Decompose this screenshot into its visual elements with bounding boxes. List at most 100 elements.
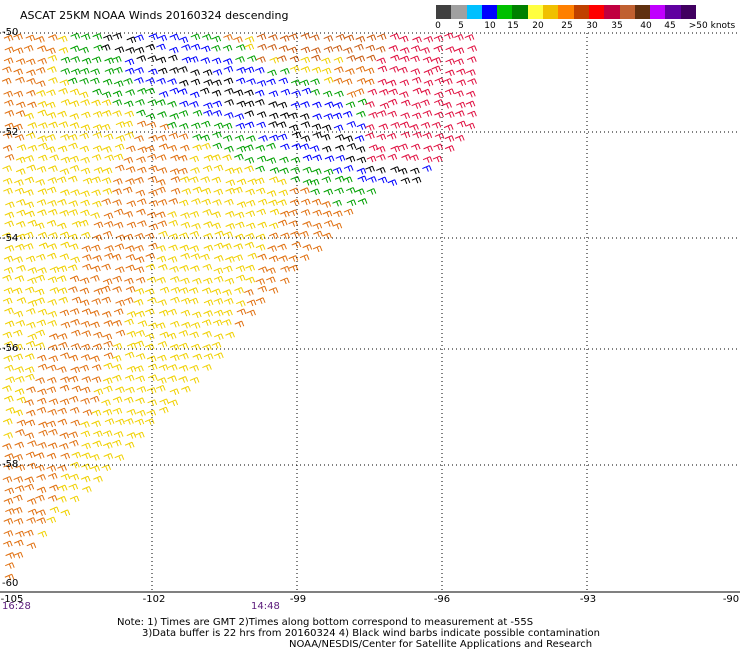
wind-barb bbox=[364, 78, 375, 86]
wind-barb bbox=[400, 131, 411, 139]
wind-barb bbox=[178, 110, 189, 117]
wind-barb bbox=[148, 33, 159, 40]
wind-barb bbox=[366, 34, 377, 41]
wind-barb bbox=[168, 54, 178, 62]
wind-barb bbox=[399, 55, 410, 63]
wind-barb bbox=[60, 352, 70, 360]
legend-label: 30 bbox=[586, 21, 598, 31]
wind-barb bbox=[16, 144, 27, 151]
wind-barb bbox=[156, 186, 166, 194]
legend-label: 0 bbox=[435, 21, 441, 31]
wind-barb bbox=[115, 418, 125, 426]
wind-barb bbox=[257, 221, 268, 229]
wind-barb bbox=[323, 76, 334, 84]
wind-barb bbox=[345, 155, 356, 163]
wind-barb bbox=[146, 211, 157, 219]
wind-barb bbox=[4, 453, 15, 460]
wind-barb bbox=[14, 388, 25, 395]
wind-barb bbox=[136, 55, 147, 62]
wind-barb bbox=[103, 220, 114, 228]
wind-barb bbox=[233, 186, 243, 194]
wind-barb bbox=[26, 321, 36, 329]
wind-barb bbox=[112, 407, 123, 415]
wind-barb bbox=[203, 79, 214, 86]
wind-barb bbox=[244, 110, 255, 117]
wind-barb bbox=[80, 421, 90, 428]
wind-barb bbox=[37, 388, 47, 396]
wind-barb bbox=[101, 91, 112, 98]
wind-barb bbox=[24, 476, 35, 484]
wind-barb bbox=[168, 132, 179, 140]
wind-barb bbox=[155, 322, 166, 330]
wind-barb bbox=[37, 267, 47, 274]
wind-barb bbox=[123, 77, 133, 85]
wind-barb bbox=[13, 409, 24, 417]
wind-barb bbox=[36, 486, 47, 494]
wind-barb bbox=[167, 308, 177, 316]
wind-barb bbox=[81, 343, 91, 351]
wind-barb bbox=[346, 54, 357, 62]
wind-barb bbox=[211, 154, 221, 161]
wind-barb bbox=[59, 79, 70, 87]
wind-barb bbox=[126, 310, 137, 318]
wind-barb bbox=[69, 439, 79, 447]
wind-barb bbox=[37, 154, 48, 162]
wind-barb bbox=[178, 66, 188, 73]
wind-barb bbox=[104, 252, 114, 260]
wind-barb bbox=[157, 134, 167, 142]
wind-barb bbox=[90, 310, 100, 317]
wind-barb bbox=[13, 343, 24, 351]
wind-barb bbox=[26, 517, 36, 524]
wind-barb bbox=[258, 266, 268, 273]
wind-barb bbox=[188, 297, 199, 305]
wind-barb bbox=[311, 66, 322, 74]
wind-barb bbox=[397, 167, 408, 175]
wind-barb bbox=[59, 253, 70, 260]
wind-barb bbox=[4, 109, 15, 117]
wind-barb bbox=[192, 186, 203, 194]
wind-barb bbox=[14, 485, 25, 492]
wind-barb bbox=[47, 364, 57, 372]
wind-barb bbox=[27, 267, 38, 274]
wind-barb bbox=[322, 210, 333, 218]
wind-barb bbox=[190, 122, 201, 130]
wind-barb bbox=[244, 66, 255, 74]
wind-barb bbox=[126, 408, 137, 416]
wind-barb bbox=[90, 274, 100, 282]
wind-barb bbox=[223, 58, 233, 65]
wind-barb bbox=[322, 90, 333, 98]
wind-barb bbox=[202, 208, 213, 216]
wind-barb bbox=[113, 308, 124, 316]
wind-barb bbox=[36, 517, 47, 524]
wind-barb bbox=[123, 297, 134, 304]
wind-barb bbox=[48, 344, 59, 352]
wind-barb bbox=[60, 156, 71, 164]
wind-barb bbox=[343, 135, 354, 143]
wind-barb bbox=[112, 178, 123, 185]
wind-barb bbox=[234, 221, 245, 229]
wind-barb bbox=[49, 154, 60, 161]
wind-barb bbox=[364, 67, 375, 75]
wind-barb bbox=[36, 199, 47, 206]
wind-barb bbox=[70, 318, 80, 326]
wind-barb bbox=[92, 234, 103, 242]
wind-barb bbox=[136, 120, 147, 128]
wind-barb bbox=[67, 77, 78, 85]
wind-barb bbox=[288, 255, 299, 262]
wind-barb bbox=[434, 111, 444, 119]
wind-barb bbox=[145, 308, 155, 316]
wind-barb bbox=[2, 540, 13, 548]
wind-barb bbox=[235, 56, 245, 63]
wind-barb bbox=[409, 154, 419, 162]
wind-barb bbox=[115, 121, 126, 128]
wind-barb bbox=[148, 189, 158, 197]
wind-barb bbox=[170, 176, 181, 183]
legend-color-cell bbox=[558, 5, 574, 19]
wind-barb bbox=[58, 87, 68, 95]
wind-barb bbox=[68, 243, 79, 250]
wind-barb bbox=[26, 69, 36, 77]
wind-barb bbox=[300, 121, 311, 128]
wind-barb bbox=[69, 473, 80, 481]
wind-barb bbox=[147, 99, 158, 106]
wind-barb bbox=[201, 287, 212, 295]
